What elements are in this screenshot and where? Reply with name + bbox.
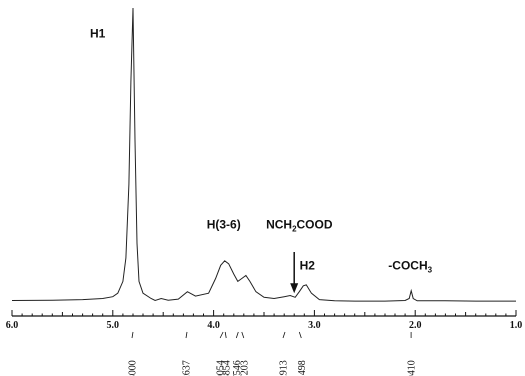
peak-label: 4.2637 bbox=[182, 360, 193, 376]
peak-label: 3.8854 bbox=[222, 360, 233, 376]
x-tick-label: 3.0 bbox=[308, 320, 321, 331]
annotation-coch3: -COCH3 bbox=[388, 259, 432, 275]
peak-label: 3.2913 bbox=[279, 360, 290, 376]
spectrum-line bbox=[11, 7, 516, 302]
x-tick-label: 5.0 bbox=[107, 320, 120, 331]
annotation-h1: H1 bbox=[90, 26, 106, 40]
peak-label-leader bbox=[235, 331, 239, 339]
annotation-nch2cood: NCH2COOD bbox=[266, 218, 333, 234]
peak-label: 3.7546 bbox=[232, 360, 243, 376]
peak-label-leader bbox=[298, 331, 302, 339]
annotation-h2: H2 bbox=[300, 259, 316, 273]
annotation-h3-6: H(3-6) bbox=[207, 218, 241, 232]
x-tick-label: 6.0 bbox=[6, 320, 19, 331]
arrow-head-icon bbox=[290, 283, 299, 294]
peak-label-leader bbox=[131, 331, 134, 339]
peak-label-leader bbox=[241, 331, 245, 339]
peak-label-leader bbox=[282, 331, 286, 339]
peak-label-leader bbox=[224, 331, 227, 339]
peak-label: 2.0410 bbox=[407, 360, 418, 376]
peak-label: 4.8000 bbox=[128, 360, 139, 376]
x-tick-label: 2.0 bbox=[409, 320, 422, 331]
nch2cood-arrow bbox=[290, 252, 299, 294]
peak-label-leader bbox=[185, 331, 188, 339]
peak-label: 3.7203 bbox=[239, 360, 250, 376]
x-tick-label: 4.0 bbox=[207, 320, 220, 331]
peak-label-leader bbox=[219, 331, 224, 339]
peak-annotations: H1 H(3-6) NCH2COOD H2 -COCH3 bbox=[90, 26, 433, 274]
peak-label: 3.9054 bbox=[216, 360, 227, 376]
x-tick-label: 1.0 bbox=[510, 320, 523, 331]
x-axis-tick-labels: 6.0 5.0 4.0 3.0 2.0 1.0 bbox=[6, 320, 523, 331]
peak-label: 3.1498 bbox=[297, 360, 308, 376]
